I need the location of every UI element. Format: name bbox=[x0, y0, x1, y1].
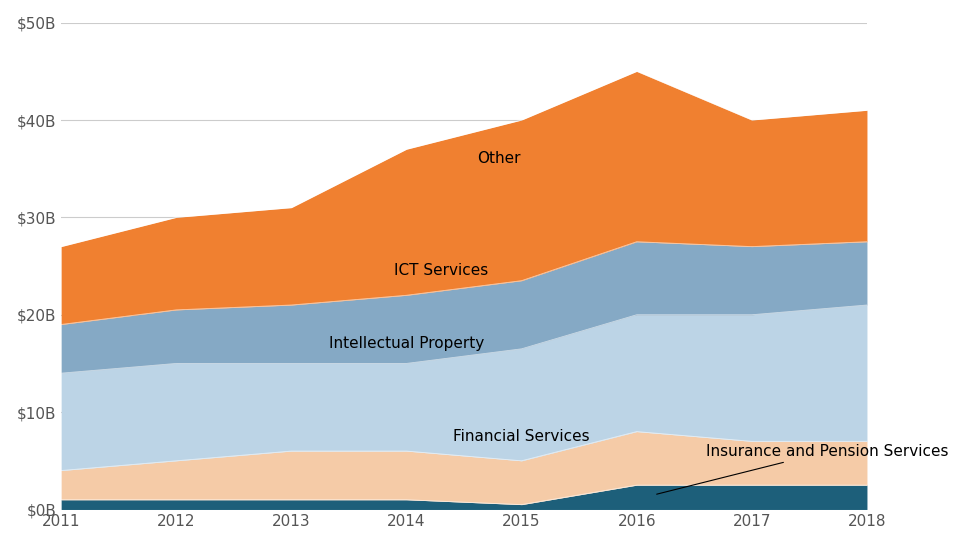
Text: Intellectual Property: Intellectual Property bbox=[329, 336, 485, 352]
Text: Financial Services: Financial Services bbox=[453, 429, 590, 444]
Text: Other: Other bbox=[477, 151, 521, 167]
Text: ICT Services: ICT Services bbox=[394, 263, 488, 278]
Text: Insurance and Pension Services: Insurance and Pension Services bbox=[657, 444, 949, 494]
